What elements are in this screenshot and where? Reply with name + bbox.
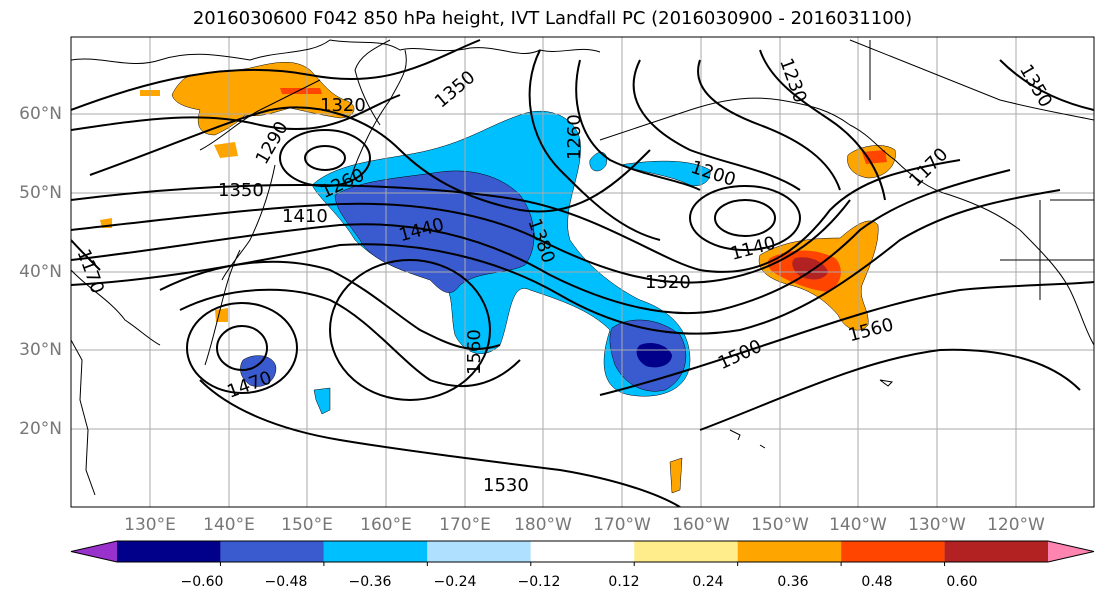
colorbar-tick-label: −0.60 xyxy=(180,574,224,590)
lon-label: 170°E xyxy=(439,515,491,535)
contour-label: 1560 xyxy=(464,329,485,375)
blue-anomaly-small xyxy=(313,387,331,415)
lat-label: 30°N xyxy=(19,340,62,360)
lon-label: 180°W xyxy=(514,515,572,535)
contour-label: 1350 xyxy=(218,180,264,201)
colorbar-tick-label: 0.48 xyxy=(861,574,893,590)
orange-anomaly-kamchatka xyxy=(214,142,238,158)
colorbar-outline xyxy=(70,540,1095,563)
coastlines xyxy=(71,39,1094,496)
lon-label: 160°E xyxy=(360,515,412,535)
colorbar-segment xyxy=(220,541,324,562)
colorbar-tick-label: −0.24 xyxy=(433,574,477,590)
blue-anomaly-alaska xyxy=(589,152,711,186)
map-frame xyxy=(70,36,1095,508)
colorbar-segment xyxy=(323,541,428,562)
lon-label: 130°E xyxy=(124,515,176,535)
lon-label: 160°W xyxy=(672,515,730,535)
contour-label: 1260 xyxy=(564,114,585,160)
colorbar-segment xyxy=(737,541,842,562)
colorbar-segment xyxy=(841,541,945,562)
lat-label: 60°N xyxy=(19,104,62,124)
lon-label: 170°W xyxy=(593,515,651,535)
colorbar-segment xyxy=(117,541,221,562)
lon-label: 120°W xyxy=(987,515,1045,535)
colorbar-segment xyxy=(427,541,531,562)
colorbar-tick-label: 0.60 xyxy=(946,574,978,590)
colorbar-tick-label: 0.36 xyxy=(777,574,809,590)
orange-anomaly-japan xyxy=(215,308,228,322)
height-contours xyxy=(71,39,1094,507)
lon-label: 140°E xyxy=(203,515,255,535)
blue-anomaly-core xyxy=(636,343,672,368)
colorbar-segment xyxy=(944,541,1048,562)
lon-label: 130°W xyxy=(908,515,966,535)
map-title: 2016030600 F042 850 hPa height, IVT Land… xyxy=(192,8,913,29)
lon-label: 150°W xyxy=(751,515,809,535)
contour-label: 1320 xyxy=(645,272,691,293)
contour-label: 1410 xyxy=(282,206,328,227)
colorbar xyxy=(70,540,1095,566)
contour-label: 1320 xyxy=(320,95,366,116)
darkred-anomaly-landfall xyxy=(792,257,828,280)
colorbar-tick-label: 0.24 xyxy=(692,574,724,590)
colorbar-tick-label: −0.12 xyxy=(517,574,561,590)
lat-label: 50°N xyxy=(19,183,62,203)
lon-label: 140°W xyxy=(829,515,887,535)
colorbar-segment xyxy=(530,541,635,562)
red-anomaly-gulf xyxy=(862,150,887,164)
lat-label: 20°N xyxy=(19,419,62,439)
lon-label: 150°E xyxy=(281,515,333,535)
orange-anomaly-hawaii xyxy=(669,457,683,494)
red-anomaly-siberia xyxy=(280,88,322,94)
blue-anomaly-japan xyxy=(240,355,277,387)
colorbar-tick-label: 0.12 xyxy=(608,574,640,590)
graticule xyxy=(71,37,1094,507)
colorbar-tick-label: −0.48 xyxy=(264,574,308,590)
colorbar-tick-label: −0.36 xyxy=(348,574,392,590)
colorbar-extend-low xyxy=(71,541,117,562)
contour-label: 1530 xyxy=(483,475,529,496)
lat-label: 40°N xyxy=(19,262,62,282)
colorbar-extend-high xyxy=(1048,541,1094,562)
colorbar-segment xyxy=(634,541,738,562)
